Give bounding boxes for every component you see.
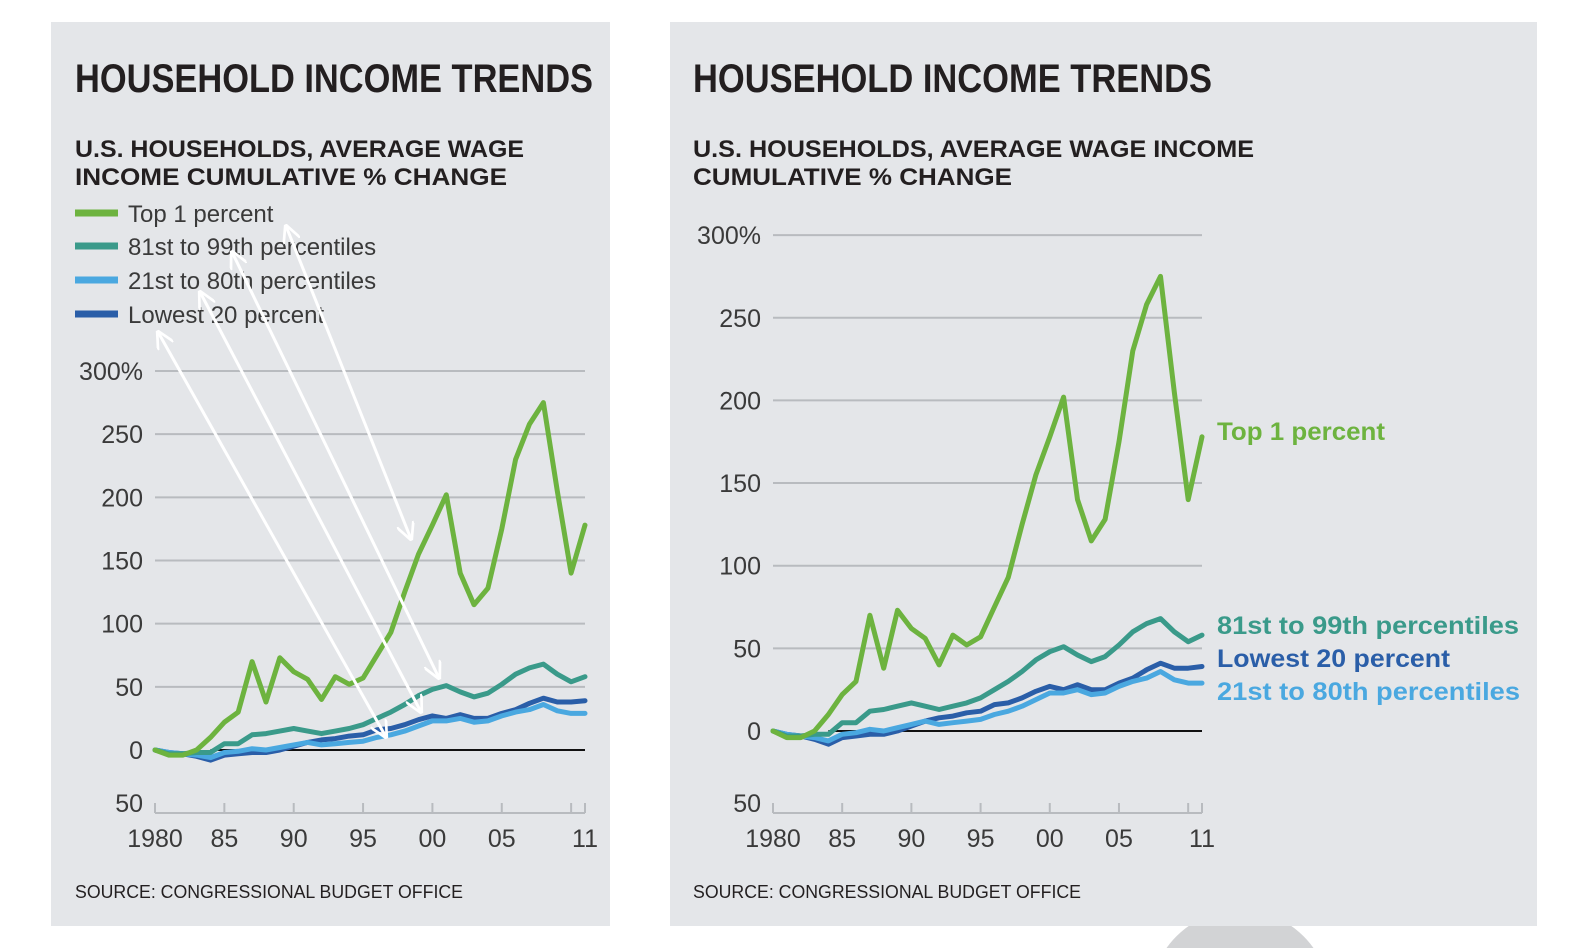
y-tick-label: 0	[747, 718, 761, 746]
y-tick-label: 50	[115, 674, 143, 702]
y-tick-label: 300%	[697, 222, 761, 250]
y-tick-label: 0	[129, 737, 143, 765]
x-tick-label: 00	[419, 825, 447, 853]
y-tick-label: 50	[733, 635, 761, 663]
series-line-lowest20	[770, 660, 1205, 747]
x-tick-label: 05	[488, 825, 516, 853]
x-tick-label: 95	[349, 825, 377, 853]
x-tick-label: 1980	[745, 825, 801, 853]
right-panel-background	[670, 22, 1537, 926]
y-tick-label: 100	[101, 611, 143, 639]
x-tick-label: 05	[1105, 825, 1133, 853]
y-tick-label: 300%	[79, 358, 143, 386]
y-tick-label: 150	[719, 470, 761, 498]
right-source: SOURCE: CONGRESSIONAL BUDGET OFFICE	[693, 882, 1081, 902]
y-tick-label: 100	[719, 553, 761, 581]
x-tick-label: 11	[1189, 825, 1215, 853]
x-tick-label: 95	[967, 825, 995, 853]
legend-label-81-99: 81st to 99th percentiles	[128, 234, 376, 261]
legend-arrows	[158, 226, 439, 737]
left-subtitle-line-2: INCOME CUMULATIVE % CHANGE	[75, 164, 507, 191]
x-tick-label: 00	[1036, 825, 1064, 853]
end-label-top1: Top 1 percent	[1217, 418, 1386, 446]
x-tick-label: 1980	[127, 825, 183, 853]
right-panel: HOUSEHOLD INCOME TRENDS U.S. HOUSEHOLDS,…	[670, 22, 1537, 926]
end-label-81-99: 81st to 99th percentiles	[1217, 612, 1519, 640]
series-line-top1	[770, 273, 1205, 741]
left-subtitle-line-1: U.S. HOUSEHOLDS, AVERAGE WAGE	[75, 136, 524, 163]
series-line-p21_80	[770, 669, 1205, 744]
y-tick-label: 250	[719, 305, 761, 333]
x-tick-label: 90	[897, 825, 925, 853]
y-tick-label: 50	[733, 790, 761, 818]
right-chart: 300% 250 200 150 100 50 0 50 1980 85 90 95 00 05 11	[697, 222, 1215, 853]
left-source: SOURCE: CONGRESSIONAL BUDGET OFFICE	[75, 882, 463, 902]
series-line-p81_99	[770, 616, 1205, 739]
y-tick-label: 250	[101, 421, 143, 449]
end-label-21-80: 21st to 80th percentiles	[1217, 678, 1520, 706]
y-tick-label: 200	[101, 484, 143, 512]
legend-label-lowest20: Lowest 20 percent	[128, 302, 324, 329]
y-tick-label: 50	[115, 790, 143, 818]
y-tick-label: 200	[719, 387, 761, 415]
y-tick-label: 150	[101, 548, 143, 576]
right-subtitle-line-2: CUMULATIVE % CHANGE	[693, 164, 1012, 191]
right-subtitle-line-1: U.S. HOUSEHOLDS, AVERAGE WAGE INCOME	[693, 136, 1254, 163]
double-arrow-icon	[158, 332, 386, 737]
x-tick-label: 11	[572, 825, 598, 853]
x-tick-label: 85	[828, 825, 856, 853]
left-title: HOUSEHOLD INCOME TRENDS	[75, 57, 593, 101]
x-tick-label: 85	[210, 825, 238, 853]
right-title: HOUSEHOLD INCOME TRENDS	[693, 57, 1212, 101]
x-tick-label: 90	[280, 825, 308, 853]
legend-label-top1: Top 1 percent	[128, 201, 274, 228]
left-panel: HOUSEHOLD INCOME TRENDS U.S. HOUSEHOLDS,…	[51, 22, 610, 926]
end-label-lowest20: Lowest 20 percent	[1217, 645, 1451, 673]
